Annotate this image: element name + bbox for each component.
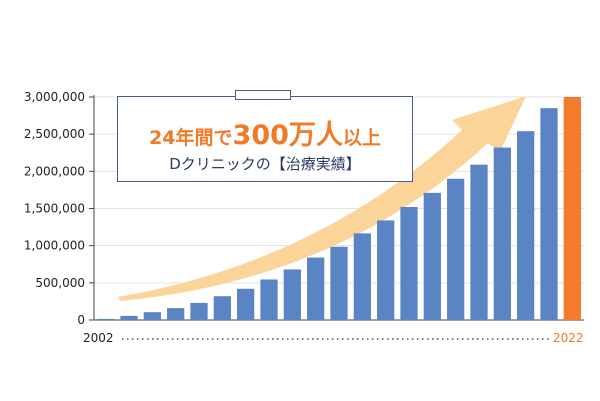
bar	[400, 207, 418, 320]
bar	[120, 315, 138, 320]
bar	[540, 108, 558, 321]
bar-highlight	[563, 97, 581, 320]
x-end-label: 2022	[553, 331, 584, 345]
bar	[283, 269, 301, 320]
headline-pre: 24年間で	[149, 127, 233, 149]
bar	[353, 233, 371, 320]
y-tick-label: 2,000,000	[24, 164, 85, 178]
x-dotted-line	[122, 338, 550, 340]
x-start-label: 2002	[83, 331, 114, 345]
bar	[260, 279, 278, 320]
y-tick-label: 0	[77, 313, 85, 327]
bar	[213, 296, 231, 320]
callout-headline: 24年間で300万人以上	[118, 113, 412, 152]
bar	[447, 178, 465, 320]
callout-subline: Dクリニックの【治療実績】	[169, 155, 361, 173]
bar	[517, 131, 535, 320]
headline-big: 300万人	[232, 120, 343, 151]
bar	[493, 147, 511, 320]
bar	[423, 192, 441, 320]
callout-box: 24年間で300万人以上 Dクリニックの【治療実績】	[117, 90, 413, 182]
headline-post: 以上	[342, 127, 381, 149]
y-tick-label: 1,500,000	[24, 202, 85, 216]
bar	[190, 302, 208, 320]
bar	[377, 220, 395, 320]
bar	[143, 312, 161, 320]
growth-arrow-icon	[118, 96, 526, 301]
bar	[470, 164, 488, 320]
y-tick-label: 500,000	[35, 276, 85, 290]
callout-tab	[235, 90, 291, 100]
bar	[307, 257, 325, 320]
y-tick-label: 1,000,000	[24, 239, 85, 253]
y-tick-label: 3,000,000	[24, 90, 85, 104]
bar	[167, 308, 185, 320]
bar	[237, 288, 255, 320]
bar	[97, 318, 115, 320]
y-tick-label: 2,500,000	[24, 127, 85, 141]
bar	[330, 246, 348, 320]
